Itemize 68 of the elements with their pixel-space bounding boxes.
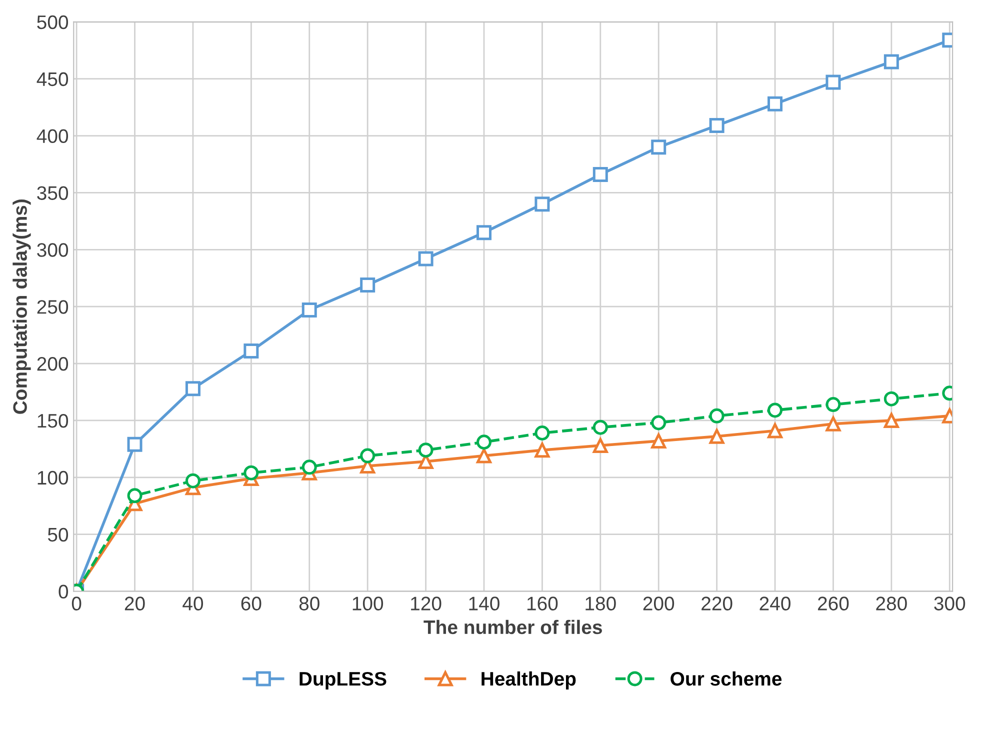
point [418,251,434,266]
x-tick-label: 180 [586,596,616,610]
y-tick-label: 250 [37,300,68,314]
point [592,167,608,182]
x-tick-label: 280 [876,596,907,610]
point [185,381,200,396]
point [476,448,492,464]
point [651,140,666,155]
x-tick-label: 100 [352,596,384,610]
x-tick-label: 300 [934,596,966,610]
x-tick-label: 200 [643,596,674,610]
point [768,96,783,112]
y-tick-label: 150 [38,414,68,428]
point [826,416,841,432]
point [244,465,259,480]
legend-label: Our scheme [670,671,782,686]
point [768,423,783,438]
point [826,397,841,412]
point [244,344,259,359]
point [884,412,899,428]
x-tick-label: 140 [469,596,500,610]
y-tick-label: 100 [38,470,68,485]
point [592,420,608,435]
point [592,438,608,454]
point [534,442,550,458]
y-tick-label: 300 [37,243,68,257]
point [302,460,317,475]
legend-label: DupLESS [300,672,386,690]
x-tick-label: 20 [124,596,145,610]
point [709,118,724,134]
point [709,408,724,424]
point [476,434,492,450]
y-tick-label: 0 [58,584,68,599]
y-tick-label: 450 [36,72,68,86]
point [651,415,666,430]
y-tick-label: 50 [48,528,68,542]
x-tick-label: 260 [818,596,849,610]
point [360,277,376,292]
point [768,402,783,418]
point [651,433,666,448]
point [302,302,317,318]
y-tick-label: 200 [37,357,68,371]
y-axis-title: Computation dalay(ms) [12,200,31,414]
point [360,448,376,464]
x-tick-label: 120 [411,596,442,610]
point [476,225,492,240]
x-tick-label: 240 [760,596,790,610]
point [534,426,550,441]
point [185,473,200,488]
point [826,74,841,90]
point [709,428,724,444]
point [884,54,899,70]
point [418,442,434,458]
x-tick-label: 220 [702,596,732,610]
point [534,196,550,212]
point [127,488,142,504]
y-tick-label: 350 [37,186,68,200]
x-axis-title: The number of files [424,620,602,634]
x-tick-label: 0 [72,596,82,610]
x-tick-label: 80 [299,596,320,610]
y-tick-label: 400 [36,129,68,144]
y-tick-label: 500 [37,15,68,30]
x-tick-label: 160 [527,596,558,610]
point [127,436,142,452]
x-tick-label: 60 [241,596,262,610]
x-tick-label: 40 [182,596,204,610]
legend-label: HealthDep [482,671,576,690]
point [884,391,899,406]
